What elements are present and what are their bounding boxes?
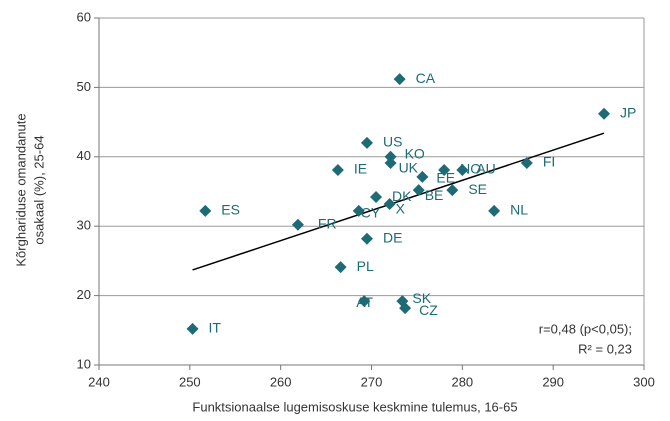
point-label: X — [396, 201, 406, 217]
point — [370, 191, 383, 204]
point — [360, 136, 373, 149]
point — [598, 107, 611, 120]
point-label: UK — [399, 160, 419, 176]
point-label: BE — [425, 187, 444, 203]
annotation: R² = 0,23 — [578, 341, 632, 356]
point-label: DK — [392, 188, 412, 204]
point — [331, 163, 344, 176]
point — [352, 204, 365, 217]
point — [399, 302, 412, 315]
point-label: KO — [405, 146, 425, 162]
x-axis-label: Funktsionaalse lugemisoskuse keskmine tu… — [192, 399, 517, 414]
point — [412, 184, 425, 197]
trendline — [192, 132, 605, 271]
point-label: CY — [361, 205, 381, 221]
y-tick-label: 10 — [77, 356, 91, 371]
x-tick-label: 270 — [361, 374, 383, 389]
point — [438, 163, 451, 176]
point — [384, 150, 397, 163]
point-label: SK — [412, 290, 431, 306]
point-label: AT — [356, 294, 373, 310]
point-label: IT — [209, 320, 222, 336]
point — [383, 197, 396, 210]
point — [520, 157, 533, 170]
x-tick-label: 280 — [451, 374, 473, 389]
point-label: AU — [476, 161, 495, 177]
point-label: EE — [436, 170, 455, 186]
point — [488, 204, 501, 217]
y-axis-label: osakaal (%), 25-64 — [31, 135, 46, 244]
point — [199, 204, 212, 217]
y-tick-label: 30 — [77, 218, 91, 233]
point — [416, 170, 429, 183]
point-label: CZ — [419, 302, 438, 318]
point — [393, 73, 406, 86]
y-tick-label: 50 — [77, 79, 91, 94]
point — [358, 295, 371, 308]
point-label: SE — [468, 181, 487, 197]
x-tick-label: 250 — [179, 374, 201, 389]
y-tick-label: 60 — [77, 9, 91, 24]
point-label: IE — [354, 161, 367, 177]
y-tick-label: 40 — [77, 148, 91, 163]
point-label: FR — [318, 216, 337, 232]
point-label: DE — [383, 229, 402, 245]
point-label: NL — [510, 202, 528, 218]
x-tick-label: 300 — [633, 374, 655, 389]
point — [360, 232, 373, 245]
x-tick-label: 260 — [270, 374, 292, 389]
point-label: ES — [221, 202, 240, 218]
point-label: CA — [416, 70, 436, 86]
point — [334, 261, 347, 274]
point-label: FI — [543, 154, 555, 170]
point-label: US — [383, 134, 402, 150]
x-tick-label: 240 — [88, 374, 110, 389]
point — [186, 322, 199, 335]
x-tick-label: 290 — [542, 374, 564, 389]
point — [446, 184, 459, 197]
point — [291, 218, 304, 231]
point-label: JP — [620, 104, 636, 120]
y-tick-label: 20 — [77, 287, 91, 302]
y-axis-label: Kõrghariduse omandanute — [13, 113, 28, 266]
point-label: PL — [357, 258, 374, 274]
annotation: r=0,48 (p<0,05); — [539, 321, 632, 336]
point — [384, 157, 397, 170]
point — [456, 163, 469, 176]
